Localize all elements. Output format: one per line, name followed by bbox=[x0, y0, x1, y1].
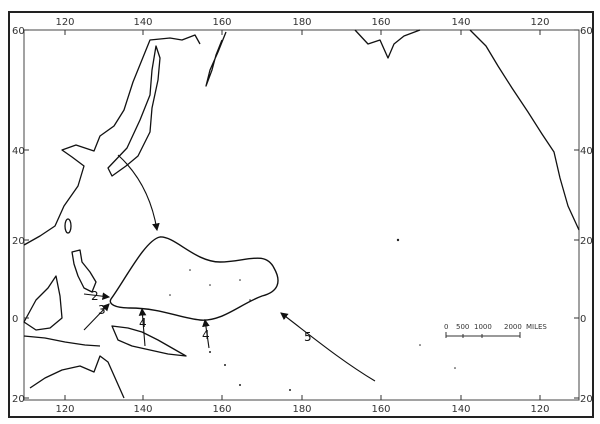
route-arrow-2 bbox=[83, 292, 111, 301]
route-arrow-3 bbox=[83, 303, 110, 331]
travel-region bbox=[109, 236, 279, 321]
lon-label-bottom: 140 bbox=[451, 404, 470, 415]
lon-label-bottom: 180 bbox=[292, 404, 311, 415]
scale-tick-2000: 2000 bbox=[504, 323, 522, 331]
route-arrow-4b bbox=[202, 318, 210, 349]
new-guinea-coast bbox=[111, 325, 187, 357]
scale-tick-500: 500 bbox=[456, 323, 469, 331]
outer-frame bbox=[8, 11, 594, 418]
japan-coast bbox=[107, 45, 161, 177]
lon-label-bottom: 140 bbox=[133, 404, 152, 415]
route-arrow-5 bbox=[280, 312, 376, 382]
lon-label-top: 160 bbox=[212, 17, 231, 28]
lon-label-top: 180 bbox=[292, 17, 311, 28]
route-labels: 23 4 4 5 bbox=[91, 289, 312, 344]
lat-label-right: 20 bbox=[580, 236, 593, 247]
scale-tick-1000: 1000 bbox=[474, 323, 492, 331]
lat-label-left: 60 bbox=[12, 26, 25, 37]
alaska-coast bbox=[354, 29, 421, 59]
coastlines bbox=[23, 29, 580, 399]
route-arrows bbox=[83, 154, 376, 382]
lat-label-left: 0 bbox=[12, 314, 18, 325]
lon-label-bottom: 120 bbox=[55, 404, 74, 415]
asia-coast bbox=[23, 34, 201, 246]
scale-tick-0: 0 bbox=[444, 323, 448, 331]
lat-label-left: 40 bbox=[12, 146, 25, 157]
graticule-ticks: 120 120 140 140 160 160 180 180 160 160 140 140 120 1… bbox=[12, 17, 593, 415]
taiwan-coast bbox=[64, 218, 72, 234]
pacific-islands bbox=[169, 238, 456, 391]
route-label: 5 bbox=[304, 330, 312, 344]
lat-label-right: 40 bbox=[580, 146, 593, 157]
lat-label-left: 20 bbox=[12, 236, 25, 247]
sunda-islands-coast bbox=[23, 335, 101, 347]
lat-label-left: 20 bbox=[12, 394, 25, 405]
kamchatka-coast bbox=[205, 31, 227, 87]
lon-label-top: 140 bbox=[133, 17, 152, 28]
lat-label-right: 0 bbox=[580, 314, 586, 325]
route-arrow-1 bbox=[117, 154, 160, 232]
borneo-coast bbox=[23, 275, 63, 331]
lon-label-bottom: 120 bbox=[530, 404, 549, 415]
route-arrow-4a bbox=[138, 307, 147, 347]
philippines-coast bbox=[71, 249, 97, 293]
route-label: 4 bbox=[139, 316, 147, 330]
region-outline bbox=[109, 236, 279, 321]
lon-label-bottom: 160 bbox=[212, 404, 231, 415]
route-label: 4 bbox=[202, 328, 210, 342]
lon-label-top: 120 bbox=[55, 17, 74, 28]
lat-label-right: 60 bbox=[580, 26, 593, 37]
lon-label-top: 140 bbox=[451, 17, 470, 28]
australia-coast bbox=[29, 355, 125, 399]
lon-label-top: 120 bbox=[530, 17, 549, 28]
inner-frame bbox=[23, 29, 580, 401]
north-america-coast bbox=[469, 29, 580, 231]
lon-label-bottom: 160 bbox=[371, 404, 390, 415]
route-label: 3 bbox=[98, 303, 106, 317]
lat-label-right: 20 bbox=[580, 394, 593, 405]
scale-unit: MILES bbox=[526, 323, 547, 331]
route-label: 2 bbox=[91, 289, 99, 303]
scale-bar: 0 500 1000 2000 MILES bbox=[444, 323, 547, 338]
lon-label-top: 160 bbox=[371, 17, 390, 28]
